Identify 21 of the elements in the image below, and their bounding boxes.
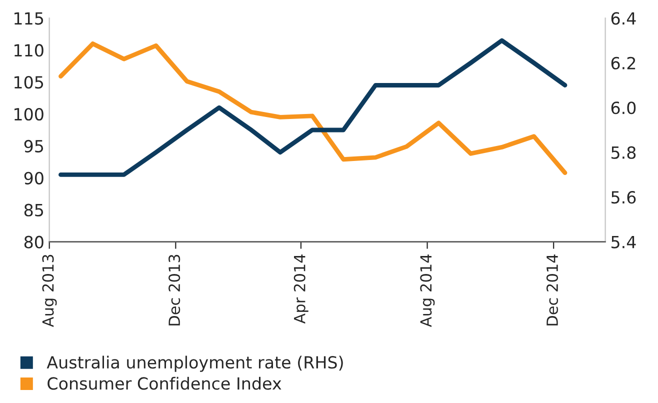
legend-label: Australia unemployment rate (RHS) [46,356,343,372]
y-tick-label: 95 [24,140,44,153]
y2-tick-label: 5.4 [612,236,636,248]
y-tick-label: 110 [14,44,44,57]
x-tick-label: Dec 2013 [168,254,180,326]
x-tick-label: Aug 2013 [42,254,57,328]
y-tick-label: 105 [14,76,44,89]
x-tick-label: Apr 2014 [294,254,308,324]
y2-tick-label: 5.6 [612,191,636,204]
y-tick-label: 90 [24,172,44,184]
y-tick-label: 85 [24,204,44,216]
x-tick-label: Dec 2014 [546,254,558,326]
y-tick-label: 80 [24,236,44,248]
x-tick-label: Aug 2014 [420,254,435,328]
legend-label: Consumer Confidence Index [48,376,282,390]
y2-tick-label: 5.8 [612,146,636,159]
y2-tick-label: 6.0 [611,102,636,114]
y-tick-label: 100 [14,108,44,121]
y2-tick-label: 6.2 [611,56,636,70]
y-tick-label: 115 [14,12,44,25]
y2-tick-label: 6.4 [611,12,636,25]
